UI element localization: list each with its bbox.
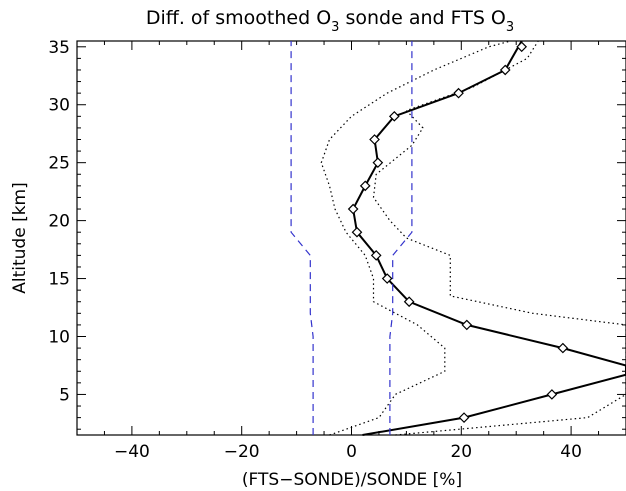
data-point-marker <box>369 134 380 145</box>
data-markers <box>347 41 569 423</box>
data-point-marker <box>546 389 558 400</box>
y-tick-label: 10 <box>48 328 70 348</box>
data-series <box>290 40 626 436</box>
y-axis-label: Altitude [km] <box>10 182 30 294</box>
chart-title: Diff. of smoothed O3 sonde and FTS O3 <box>146 7 514 35</box>
data-point-marker <box>381 273 393 284</box>
x-tick-label: 0 <box>346 442 357 462</box>
data-point-marker <box>351 226 363 238</box>
data-point-marker <box>453 87 464 99</box>
data-point-marker <box>461 319 473 331</box>
data-point-marker <box>359 180 371 192</box>
axis-ticks <box>76 41 626 435</box>
tick-labels: −40 −20 0 20 40 5 10 15 20 25 30 35 <box>48 38 582 462</box>
data-point-marker <box>347 203 359 215</box>
data-point-marker <box>499 64 511 76</box>
data-point-marker <box>557 342 569 354</box>
y-tick-label: 5 <box>59 385 70 405</box>
x-axis-label: (FTS−SONDE)/SONDE [%] <box>242 470 462 490</box>
y-tick-label: 35 <box>48 38 70 58</box>
y-tick-label: 15 <box>48 270 70 290</box>
x-tick-label: −40 <box>114 442 150 462</box>
plot-frame <box>76 40 626 436</box>
data-point-marker <box>403 296 415 308</box>
y-tick-label: 30 <box>48 96 70 116</box>
data-point-marker <box>516 41 528 53</box>
x-tick-label: −20 <box>224 442 260 462</box>
data-point-marker <box>372 157 384 169</box>
series-std-low <box>320 40 511 436</box>
y-tick-label: 25 <box>48 154 70 174</box>
data-point-marker <box>370 250 382 261</box>
y-tick-label: 20 <box>48 212 70 232</box>
data-point-marker <box>388 110 400 122</box>
x-tick-label: 20 <box>450 442 472 462</box>
data-point-marker <box>458 412 470 423</box>
series-limit-high <box>389 41 413 435</box>
x-tick-label: 40 <box>560 442 582 462</box>
series-mean <box>352 40 626 436</box>
series-limit-low <box>290 41 314 435</box>
